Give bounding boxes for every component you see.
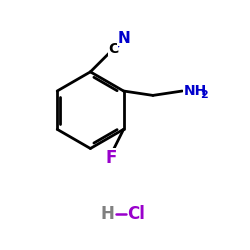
Text: Cl: Cl [127,205,145,223]
Text: N: N [117,31,130,46]
Text: F: F [106,149,117,167]
Text: C: C [108,42,118,56]
Text: H: H [101,205,115,223]
Text: NH: NH [184,84,207,98]
Text: 2: 2 [200,90,208,101]
